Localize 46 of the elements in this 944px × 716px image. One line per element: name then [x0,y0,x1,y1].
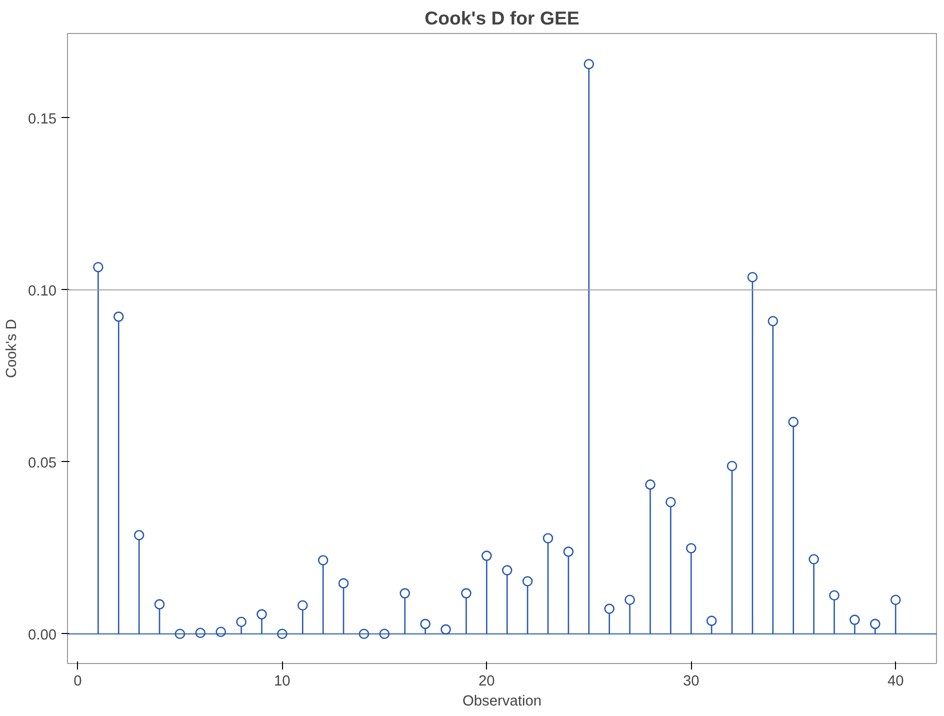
point [134,530,144,540]
x-tick-label: 30 [682,674,700,690]
point [154,599,165,610]
point [870,618,880,630]
x-tick-label: 0 [74,674,82,690]
point [706,616,717,626]
point [829,590,840,601]
point [256,609,267,620]
point [686,543,696,554]
point [297,600,308,610]
point [522,576,533,586]
point [726,460,738,472]
point [563,546,574,557]
point [502,565,512,576]
point [584,58,594,70]
y-axis-title: Cook's D [4,319,20,378]
point [808,554,819,564]
point [542,533,554,544]
point [890,594,901,605]
point [461,588,472,598]
point [482,550,492,561]
chart-title: Cook's D for GEE [424,8,580,28]
x-tick-label: 20 [478,674,495,690]
point [624,594,635,605]
point [604,604,614,614]
point [666,496,676,508]
point [420,618,430,630]
y-tick-label: 0.10 [28,283,57,300]
point [768,316,778,326]
point [645,479,656,490]
point [236,616,246,628]
point [338,578,349,588]
point [440,624,451,635]
y-tick-label: 0.00 [28,627,57,644]
point [93,262,104,272]
y-tick-label: 0.05 [28,455,57,472]
point [113,312,124,322]
point [318,555,328,566]
x-tick-label: 40 [887,674,904,690]
point [747,272,758,282]
x-tick-label: 10 [274,674,290,690]
point [788,416,799,428]
x-axis-title: Observation [462,694,542,710]
point [400,588,410,598]
y-tick-label: 0.15 [28,111,57,128]
point [850,614,860,625]
